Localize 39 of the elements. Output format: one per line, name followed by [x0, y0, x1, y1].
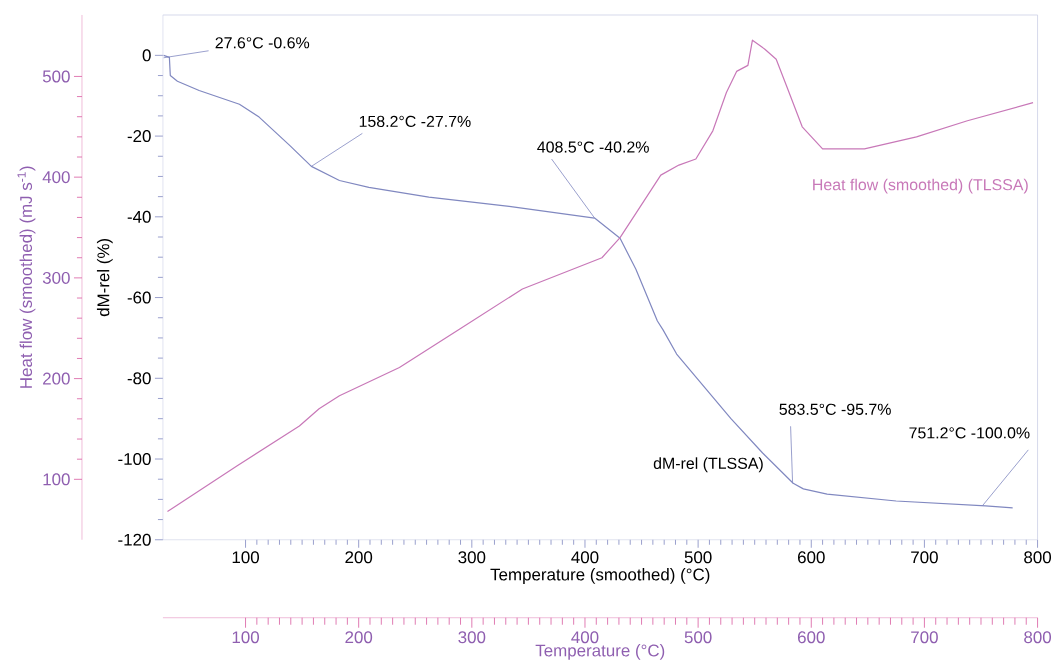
- x2-tick-label: 400: [571, 631, 599, 644]
- x-tick-label: 200: [345, 551, 373, 564]
- x-tick-label: 700: [911, 551, 938, 564]
- y2-tick-label: 200: [43, 372, 70, 385]
- x-axis-title: Temperature (smoothed) (°C): [490, 568, 710, 585]
- x2-tick-label: 100: [232, 631, 259, 644]
- y2-tick-label: 500: [42, 70, 70, 83]
- x-tick-label: 100: [232, 551, 259, 564]
- x2-tick-label: 800: [1024, 631, 1052, 644]
- y-tick-label: -40: [127, 210, 151, 223]
- x2-tick-label: 200: [345, 631, 373, 644]
- x-tick-label: 800: [1024, 551, 1052, 564]
- annotation: 751.2°C -100.0%: [909, 427, 1030, 439]
- y-tick-label: -100: [118, 453, 151, 466]
- x-tick-label: 500: [684, 551, 712, 564]
- x-tick-label: 300: [458, 551, 486, 564]
- x-tick-label: 600: [798, 551, 825, 564]
- y-tick-label: -80: [127, 372, 151, 385]
- x2-axis-title: Temperature (°C): [535, 644, 665, 660]
- y2-tick-label: 300: [42, 272, 70, 285]
- series-label: Heat flow (smoothed) (TLSSA): [813, 178, 1028, 194]
- x2-tick-label: 300: [458, 631, 486, 644]
- series-label: dM-rel (TLSSA): [653, 457, 763, 473]
- x2-tick-label: 600: [798, 631, 825, 644]
- y-tick-label: -120: [118, 533, 151, 546]
- y-tick-label: -60: [127, 291, 151, 304]
- y2-tick-label: 100: [43, 473, 70, 486]
- y2-axis-title: Heat flow (smoothed) (mJ s$^{-1}$): [17, 166, 36, 388]
- y-tick-label: 0: [142, 49, 151, 62]
- annotation: 583.5°C -95.7%: [779, 403, 891, 416]
- x-tick-label: 400: [571, 551, 599, 564]
- x2-tick-label: 500: [684, 631, 712, 644]
- annotation: 408.5°C -40.2%: [537, 141, 649, 153]
- y2-tick-label: 400: [42, 171, 70, 184]
- y-tick-label: -20: [127, 130, 151, 143]
- x2-tick-label: 700: [911, 631, 938, 644]
- annotation: 27.6°C -0.6%: [215, 37, 310, 49]
- annotation: 158.2°C -27.7%: [359, 115, 471, 128]
- y-axis-title: dM-rel (%): [96, 239, 113, 317]
